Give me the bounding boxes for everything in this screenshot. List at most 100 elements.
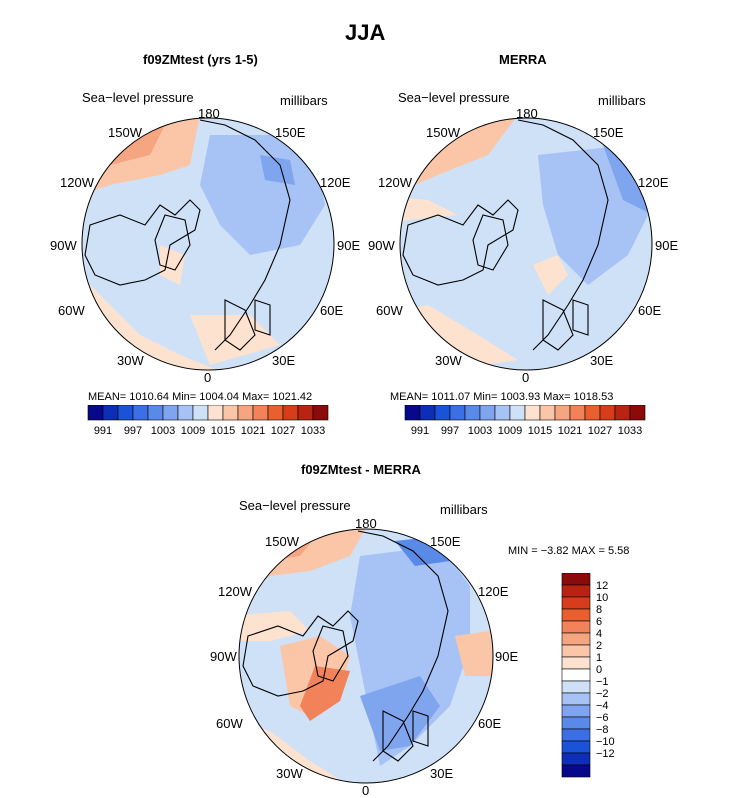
colorbar-swatch	[494, 405, 511, 421]
panel2-lon-60w: 60W	[376, 303, 403, 318]
colorbar-label: −10	[596, 736, 615, 748]
colorbar-label: 1009	[181, 425, 205, 437]
panel3-lon-120w: 120W	[218, 584, 253, 599]
colorbar-swatch	[162, 405, 179, 421]
colorbar-label: 997	[441, 425, 459, 437]
colorbar-label: 1021	[241, 425, 265, 437]
panel1-lon-90w: 90W	[50, 238, 77, 253]
panel3-variable: Sea−level pressure	[239, 498, 351, 513]
colorbar-swatch	[561, 573, 591, 586]
colorbar-swatch	[312, 405, 329, 421]
panel1-lon-90e: 90E	[337, 238, 360, 253]
colorbar-swatch	[222, 405, 239, 421]
panel3-lon-30w: 30W	[276, 766, 303, 781]
colorbar-swatch	[117, 405, 134, 421]
colorbar-swatch	[282, 405, 299, 421]
panel1-title: f09ZMtest (yrs 1-5)	[143, 52, 258, 67]
panel3-lon-60w: 60W	[216, 716, 243, 731]
colorbar-label: −4	[596, 700, 609, 712]
panel2-lon-60e: 60E	[638, 303, 661, 318]
colorbar-label: 991	[411, 425, 429, 437]
colorbar-swatch	[464, 405, 481, 421]
colorbar-label: 997	[124, 425, 142, 437]
colorbar-label: −2	[596, 688, 609, 700]
panel2-lon-120w: 120W	[378, 175, 413, 190]
colorbar-label: 1015	[211, 425, 235, 437]
panel2-lon-30e: 30E	[590, 353, 613, 368]
colorbar-label: 4	[596, 628, 602, 640]
colorbar-swatch	[561, 716, 591, 730]
colorbar-swatch	[561, 764, 591, 778]
panel1-lon-120e: 120E	[320, 175, 351, 190]
panel3-lon-150w: 150W	[265, 534, 300, 549]
panel3-stats: MIN = −3.82 MAX = 5.58	[508, 545, 630, 557]
colorbar-swatch	[599, 405, 616, 421]
colorbar-swatch	[561, 596, 591, 610]
page-title: JJA	[345, 20, 386, 45]
colorbar-swatch	[554, 405, 571, 421]
colorbar-swatch	[539, 405, 556, 421]
colorbar-label: 1015	[528, 425, 552, 437]
colorbar-swatch	[207, 405, 224, 421]
colorbar-swatch	[132, 405, 149, 421]
colorbar-label: −6	[596, 712, 609, 724]
colorbar-swatch	[102, 405, 119, 421]
colorbar-swatch	[267, 405, 284, 421]
panel1-colorbar: 991 997 1003 1009 1015 1021 1027 1033	[87, 405, 329, 437]
colorbar-label: 12	[596, 580, 608, 592]
colorbar-swatch	[561, 740, 591, 754]
colorbar-swatch	[237, 405, 254, 421]
panel1-lon-180: 180	[198, 106, 220, 121]
panel3-map: 180 150W 150E 120W 120E 90W 90E 60W 60E …	[210, 516, 518, 798]
panel3-lon-120e: 120E	[478, 584, 509, 599]
colorbar-swatch	[192, 405, 209, 421]
panel3-title: f09ZMtest - MERRA	[301, 462, 421, 477]
panel2-colorbar: 991 997 1003 1009 1015 1021 1027 1033	[404, 405, 646, 437]
colorbar-swatch	[561, 728, 591, 742]
colorbar-swatch	[449, 405, 466, 421]
panel1-lon-0: 0	[204, 370, 211, 385]
colorbar-swatch	[561, 632, 591, 646]
panel3-lon-90w: 90W	[210, 649, 237, 664]
colorbar-label: 1027	[271, 425, 295, 437]
colorbar-label: 0	[596, 664, 602, 676]
panel1-lon-120w: 120W	[60, 175, 95, 190]
panel2-lon-30w: 30W	[435, 353, 462, 368]
colorbar-label: 1003	[468, 425, 492, 437]
colorbar-swatch	[569, 405, 586, 421]
colorbar-swatch	[87, 405, 104, 421]
panel1-variable: Sea−level pressure	[82, 90, 194, 105]
panel1-lon-30e: 30E	[272, 353, 295, 368]
panel2-lon-180: 180	[516, 106, 538, 121]
panel2-stats: MEAN= 1011.07 Min= 1003.93 Max= 1018.53	[390, 391, 614, 403]
panel2-map: 180 150W 150E 120W 120E 90W 90E 60W 60E …	[368, 106, 678, 385]
colorbar-swatch	[524, 405, 541, 421]
colorbar-label: 1033	[301, 425, 325, 437]
panel2-lon-90e: 90E	[655, 238, 678, 253]
colorbar-swatch	[614, 405, 631, 421]
colorbar-label: 6	[596, 616, 602, 628]
colorbar-swatch	[479, 405, 496, 421]
panel1-lon-150e: 150E	[275, 125, 306, 140]
panel3-lon-90e: 90E	[495, 649, 518, 664]
panel2-variable: Sea−level pressure	[398, 90, 510, 105]
colorbar-swatch	[561, 752, 591, 766]
colorbar-label: 1003	[151, 425, 175, 437]
panel1-units: millibars	[280, 93, 328, 108]
panel1-stats: MEAN= 1010.64 Min= 1004.04 Max= 1021.42	[88, 391, 313, 403]
colorbar-swatch	[561, 608, 591, 622]
colorbar-swatch	[404, 405, 421, 421]
colorbar-swatch	[561, 704, 591, 718]
colorbar-swatch	[584, 405, 601, 421]
colorbar-swatch	[252, 405, 269, 421]
panel1-lon-60e: 60E	[320, 303, 343, 318]
colorbar-label: −12	[596, 748, 615, 760]
colorbar-label: 8	[596, 604, 602, 616]
colorbar-swatch	[509, 405, 526, 421]
colorbar-label: 1	[596, 652, 602, 664]
colorbar-swatch	[177, 405, 194, 421]
panel2-title: MERRA	[499, 52, 547, 67]
colorbar-swatch	[561, 644, 591, 658]
panel2-lon-120e: 120E	[638, 175, 669, 190]
